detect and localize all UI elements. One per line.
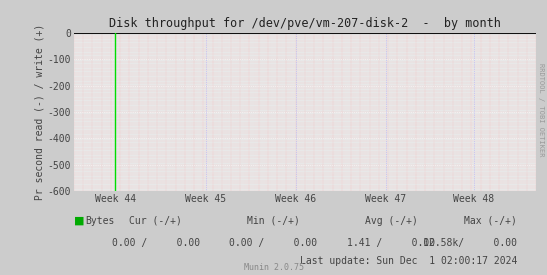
Text: 1.41 /     0.00: 1.41 / 0.00 — [347, 238, 435, 248]
Text: 0.00 /     0.00: 0.00 / 0.00 — [112, 238, 200, 248]
Text: 12.58k/     0.00: 12.58k/ 0.00 — [423, 238, 517, 248]
Text: Min (-/+): Min (-/+) — [247, 216, 300, 226]
Text: Bytes: Bytes — [85, 216, 114, 226]
Y-axis label: Pr second read (-) / write (+): Pr second read (-) / write (+) — [35, 24, 45, 200]
Text: Munin 2.0.75: Munin 2.0.75 — [243, 263, 304, 272]
Title: Disk throughput for /dev/pve/vm-207-disk-2  -  by month: Disk throughput for /dev/pve/vm-207-disk… — [109, 17, 501, 31]
Text: ■: ■ — [74, 216, 84, 226]
Text: Max (-/+): Max (-/+) — [464, 216, 517, 226]
Text: Avg (-/+): Avg (-/+) — [365, 216, 417, 226]
Text: Cur (-/+): Cur (-/+) — [130, 216, 182, 226]
Text: Last update: Sun Dec  1 02:00:17 2024: Last update: Sun Dec 1 02:00:17 2024 — [300, 256, 517, 266]
Text: 0.00 /     0.00: 0.00 / 0.00 — [229, 238, 318, 248]
Text: RRDTOOL / TOBI OETIKER: RRDTOOL / TOBI OETIKER — [538, 63, 544, 157]
